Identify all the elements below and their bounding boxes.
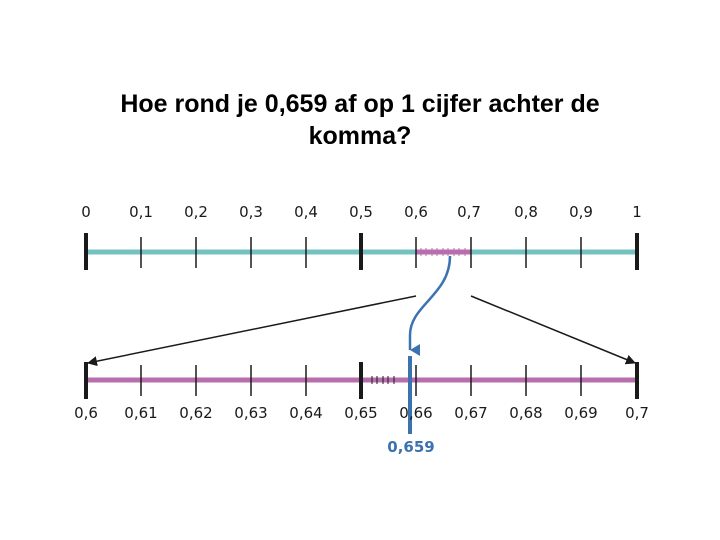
top-ticks <box>84 233 639 270</box>
zoom-arrow-right <box>470 295 636 365</box>
top-tick-label: 0,6 <box>404 203 428 221</box>
bottom-number-line: 0,6 0,61 0,62 0,63 0,64 0,65 0,66 0,67 0… <box>74 356 649 456</box>
top-tick-labels: 0 0,1 0,2 0,3 0,4 0,5 0,6 0,7 0,8 0,9 1 <box>81 203 642 221</box>
top-tick-label: 0,8 <box>514 203 538 221</box>
top-tick-label: 1 <box>632 203 642 221</box>
top-tick-label: 0,7 <box>457 203 481 221</box>
bottom-tick-label: 0,63 <box>234 404 267 422</box>
question-title: Hoe rond je 0,659 af op 1 cijfer achter … <box>0 88 720 152</box>
value-label: 0,659 <box>387 438 434 456</box>
bottom-tick-label: 0,65 <box>344 404 377 422</box>
value-pointer-arrow <box>408 255 452 356</box>
bottom-ticks <box>84 362 639 399</box>
top-tick-label: 0,1 <box>129 203 153 221</box>
zoom-arrow-left <box>87 295 417 367</box>
bottom-tick-label: 0,6 <box>74 404 98 422</box>
question-title-line-1: Hoe rond je 0,659 af op 1 cijfer achter … <box>120 90 600 118</box>
question-title-line-2: komma? <box>308 122 412 150</box>
bottom-minor-ticks <box>371 376 395 384</box>
top-tick-label: 0,9 <box>569 203 593 221</box>
bottom-tick-label: 0,62 <box>179 404 212 422</box>
top-number-line: 0 0,1 0,2 0,3 0,4 0,5 0,6 0,7 0,8 0,9 1 <box>81 203 642 270</box>
bottom-tick-label: 0,66 <box>399 404 432 422</box>
bottom-tick-label: 0,67 <box>454 404 487 422</box>
bottom-tick-label: 0,69 <box>564 404 597 422</box>
bottom-tick-label: 0,64 <box>289 404 322 422</box>
top-tick-label: 0,4 <box>294 203 318 221</box>
bottom-tick-labels: 0,6 0,61 0,62 0,63 0,64 0,65 0,66 0,67 0… <box>74 404 649 422</box>
top-tick-label: 0,2 <box>184 203 208 221</box>
top-tick-label: 0,3 <box>239 203 263 221</box>
bottom-tick-label: 0,61 <box>124 404 157 422</box>
top-minor-ticks <box>420 248 466 256</box>
bottom-tick-label: 0,68 <box>509 404 542 422</box>
top-tick-label: 0,5 <box>349 203 373 221</box>
top-tick-label: 0 <box>81 203 91 221</box>
bottom-tick-label: 0,7 <box>625 404 649 422</box>
